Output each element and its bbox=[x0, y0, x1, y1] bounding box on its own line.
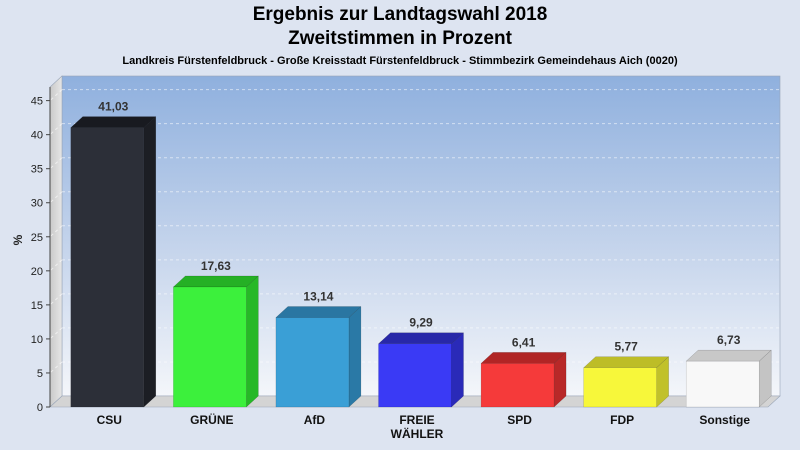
data-label: 41,03 bbox=[98, 100, 128, 114]
data-label: 9,29 bbox=[409, 316, 433, 330]
x-tick-label: SPD bbox=[507, 413, 532, 427]
y-tick-label: 0 bbox=[37, 402, 43, 414]
gridline-side bbox=[49, 191, 63, 204]
x-tick-label: FDP bbox=[610, 413, 634, 427]
gridline-side bbox=[49, 327, 63, 340]
bar-top bbox=[275, 306, 362, 318]
data-label: 5,77 bbox=[614, 340, 638, 354]
chart-subtitle: Zweitstimmen in Prozent bbox=[288, 28, 512, 49]
gridline-side bbox=[49, 123, 63, 136]
bar bbox=[685, 360, 760, 408]
y-tick-label: 20 bbox=[31, 266, 43, 278]
chart-title: Ergebnis zur Landtagswahl 2018 bbox=[252, 4, 548, 25]
bar-side bbox=[348, 305, 362, 408]
bar bbox=[378, 343, 452, 408]
x-tick-label: WÄHLER bbox=[391, 426, 444, 441]
bar-side bbox=[451, 332, 464, 408]
y-tick-label: 15 bbox=[31, 300, 43, 312]
x-tick-label: Sonstige bbox=[699, 413, 750, 427]
y-tick-label: 30 bbox=[31, 198, 43, 210]
y-tick-label: 45 bbox=[31, 96, 43, 108]
y-tick-label: 10 bbox=[31, 334, 43, 346]
gridline-side bbox=[49, 361, 63, 374]
bar-group bbox=[172, 275, 259, 408]
bar-side bbox=[143, 116, 157, 408]
bar bbox=[70, 127, 145, 408]
y-tick-label: 35 bbox=[31, 164, 43, 176]
bar-group bbox=[685, 349, 772, 408]
bar-top bbox=[70, 116, 157, 128]
y-axis-label: % bbox=[11, 234, 25, 245]
bar bbox=[275, 317, 350, 408]
chart-region-label: Landkreis Fürstenfeldbruck - Große Kreis… bbox=[122, 55, 678, 67]
bar-group bbox=[70, 116, 157, 408]
data-label: 6,41 bbox=[512, 335, 536, 349]
bar-top bbox=[172, 275, 259, 288]
x-tick-label: FREIE bbox=[399, 413, 434, 427]
bar-top bbox=[685, 349, 772, 362]
bar bbox=[480, 363, 555, 408]
bar-top bbox=[377, 332, 465, 344]
y-tick-label: 25 bbox=[31, 232, 43, 244]
data-label: 6,73 bbox=[717, 333, 741, 347]
bar-top bbox=[480, 352, 567, 364]
bar-side bbox=[246, 275, 259, 408]
bar bbox=[173, 286, 247, 408]
bar-group bbox=[377, 332, 465, 408]
bar-top bbox=[583, 356, 670, 368]
data-label: 13,14 bbox=[303, 290, 333, 304]
y-tick-label: 40 bbox=[31, 130, 43, 142]
bar-group bbox=[275, 305, 362, 408]
bar-group bbox=[583, 356, 670, 408]
gridline-side bbox=[49, 293, 63, 306]
gridline-side bbox=[49, 89, 63, 101]
gridline-side bbox=[49, 157, 63, 170]
x-tick-label: CSU bbox=[97, 413, 122, 427]
bar bbox=[583, 367, 657, 408]
x-tick-label: AfD bbox=[304, 413, 326, 427]
x-tick-label: GRÜNE bbox=[190, 412, 233, 427]
y-tick-label: 5 bbox=[37, 368, 43, 380]
bar-group bbox=[480, 351, 567, 408]
data-label: 17,63 bbox=[201, 259, 231, 273]
gridline-side bbox=[49, 225, 63, 238]
gridline-side bbox=[49, 259, 63, 272]
